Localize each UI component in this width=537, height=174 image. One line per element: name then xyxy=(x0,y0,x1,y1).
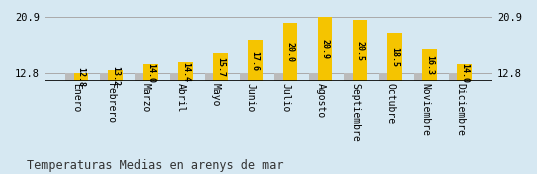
Text: Temperaturas Medias en arenys de mar: Temperaturas Medias en arenys de mar xyxy=(27,159,284,172)
Text: 15.7: 15.7 xyxy=(216,57,225,77)
Bar xyxy=(422,49,437,81)
Bar xyxy=(274,73,288,81)
Text: 20.0: 20.0 xyxy=(286,42,295,62)
Text: 18.5: 18.5 xyxy=(390,48,399,68)
Bar xyxy=(170,73,183,81)
Text: 20.5: 20.5 xyxy=(355,41,365,61)
Text: 14.0: 14.0 xyxy=(460,63,469,83)
Text: 14.4: 14.4 xyxy=(181,62,190,82)
Bar xyxy=(248,40,263,81)
Bar xyxy=(205,73,218,81)
Text: 12.8: 12.8 xyxy=(76,67,85,87)
Text: 13.2: 13.2 xyxy=(111,66,120,86)
Bar xyxy=(318,17,332,81)
Bar xyxy=(213,53,228,81)
Bar xyxy=(353,20,367,81)
Bar xyxy=(143,64,158,81)
Bar xyxy=(74,73,88,81)
Bar xyxy=(100,73,113,81)
Text: 17.6: 17.6 xyxy=(251,51,260,71)
Text: 16.3: 16.3 xyxy=(425,55,434,75)
Bar xyxy=(240,73,253,81)
Bar xyxy=(457,64,472,81)
Bar xyxy=(309,73,323,81)
Bar xyxy=(178,62,193,81)
Bar xyxy=(65,73,78,81)
Bar xyxy=(283,23,297,81)
Text: 20.9: 20.9 xyxy=(321,39,330,59)
Text: 14.0: 14.0 xyxy=(146,63,155,83)
Bar xyxy=(414,73,427,81)
Bar xyxy=(344,73,358,81)
Bar xyxy=(449,73,462,81)
Bar xyxy=(135,73,148,81)
Bar xyxy=(387,34,402,81)
Bar xyxy=(108,70,123,81)
Bar xyxy=(379,73,393,81)
